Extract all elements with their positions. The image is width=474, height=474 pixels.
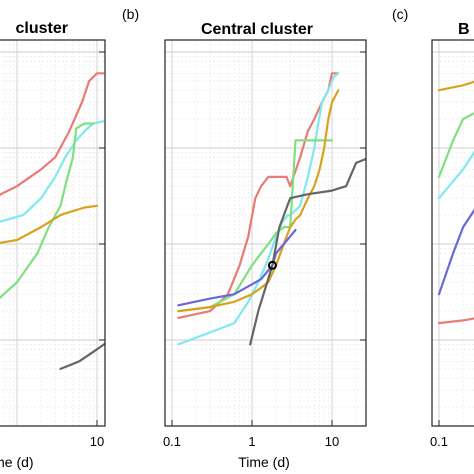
panel-b-title: Central cluster	[201, 21, 313, 38]
series-line-5	[437, 317, 474, 325]
panel-b-frame	[164, 39, 367, 427]
panel-c: (c) B 0.1	[392, 6, 474, 449]
x-tick-label: 0.1	[163, 434, 181, 449]
x-tick-label: 1	[248, 434, 255, 449]
series-line-4	[0, 204, 99, 244]
series-line-4	[177, 89, 340, 313]
panel-b: (b) Central cluster 0.1 1 10 Time (d)	[122, 6, 367, 470]
panel-a: cluster 10 Time (d)	[0, 20, 106, 470]
series-line-1	[437, 80, 474, 92]
panel-c-label: (c)	[392, 6, 408, 22]
panel-a-xlabel: Time (d)	[0, 454, 34, 470]
series-line-3	[0, 122, 95, 300]
series-line-5	[177, 228, 297, 307]
panel-b-series	[177, 72, 366, 346]
panel-b-grid	[165, 40, 366, 426]
panel-b-label: (b)	[122, 6, 139, 22]
panel-b-xlabel: Time (d)	[238, 454, 290, 470]
panel-b-marker	[267, 260, 277, 270]
panel-a-grid	[0, 40, 105, 426]
series-line-2	[437, 111, 474, 178]
panel-c-grid	[432, 40, 474, 426]
panel-a-xticks: 10	[90, 420, 104, 449]
panel-b-xticks: 0.1 1 10	[163, 420, 339, 449]
panel-a-title: cluster	[16, 20, 68, 37]
panel-a-frame	[0, 39, 106, 427]
series-line-5	[59, 342, 105, 370]
series-line-6	[249, 157, 366, 346]
x-tick-label: 10	[90, 434, 104, 449]
x-tick-label: 0.1	[430, 434, 448, 449]
series-line-2	[177, 72, 340, 346]
series-line-3	[177, 139, 334, 313]
panel-c-frame	[431, 39, 474, 427]
x-tick-label: 10	[325, 434, 339, 449]
series-line-3	[437, 150, 474, 200]
panel-c-xticks: 0.1	[430, 420, 448, 449]
panel-a-series	[0, 72, 105, 370]
series-line-2	[0, 120, 105, 223]
series-line-4	[437, 208, 474, 296]
panel-c-title: B	[458, 21, 470, 38]
panel-c-series	[437, 80, 474, 325]
series-line-1	[0, 72, 105, 196]
